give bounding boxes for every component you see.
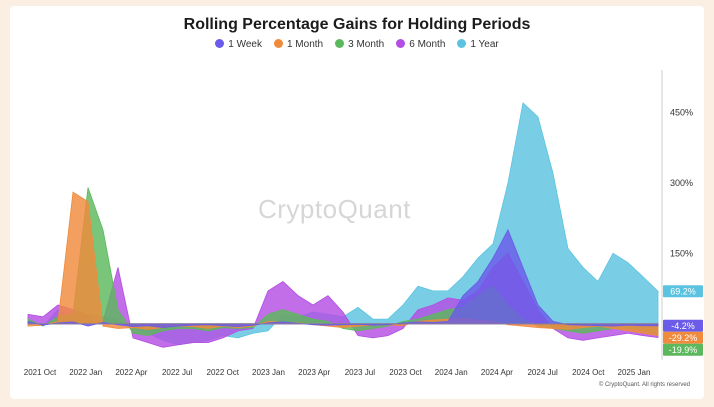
value-badge-label: -19.9% [669,345,698,355]
x-tick-label: 2021 Oct [24,368,57,377]
x-tick-label: 2023 Jul [345,368,375,377]
value-badge-label: 69.2% [670,286,696,296]
legend-item[interactable]: 3 Month [335,39,384,50]
x-tick-label: 2022 Oct [207,368,240,377]
value-badge [663,343,703,356]
legend-label: 1 Month [286,39,324,50]
legend-item[interactable]: 1 Week [215,39,262,50]
legend-swatch [273,39,283,48]
x-tick-label: 2023 Apr [298,368,330,377]
value-badge-label: -29.2% [669,333,698,343]
legend-item[interactable]: 6 Month [396,39,445,50]
x-tick-label: 2024 Jan [435,368,468,377]
x-tick-label: 2022 Jan [69,368,102,377]
x-tick-label: 2023 Jan [252,368,285,377]
legend-label: 3 Month [348,39,385,50]
x-tick-label: 2022 Apr [115,368,147,377]
chart-title: Rolling Percentage Gains for Holding Per… [183,16,531,33]
value-badge [663,331,703,344]
chart-card: Rolling Percentage Gains for Holding Per… [10,6,704,399]
x-tick-label: 2024 Apr [481,368,513,377]
legend-swatch [457,39,467,48]
copyright-text: © CryptoQuant. All rights reserved [598,382,690,388]
legend-swatch [215,39,225,48]
legend-swatch [396,39,406,48]
value-badge-label: -4.2% [671,321,695,331]
legend-label: 6 Month [409,39,446,50]
x-tick-label: 2024 Oct [572,368,605,377]
chart-plot: 150% 300% 450% 2021 Oct 2022 Jan 2022 Apr 2022… [24,70,703,377]
watermark: CryptoQuant [258,194,411,224]
legend-swatch [335,39,345,48]
legend-item[interactable]: 1 Year [457,39,499,50]
series-area-1-week [27,228,659,329]
legend-label: 1 Week [228,39,262,50]
x-tick-label: 2024 Jul [527,368,557,377]
y-tick-label: 450% [670,107,693,117]
value-badge [663,319,703,332]
legend-label: 1 Year [470,39,499,50]
y-tick-label: 300% [670,178,693,188]
x-tick-label: 2025 Jan [618,368,651,377]
value-badge [663,285,703,298]
legend-item[interactable]: 1 Month [273,39,324,50]
chart-legend: 1 Week 1 Month 3 Month 6 Month 1 Year [10,39,704,50]
series-area-1-month [27,191,659,337]
x-tick-label: 2022 Jul [162,368,192,377]
x-tick-label: 2023 Oct [389,368,422,377]
y-tick-label: 150% [670,248,693,258]
